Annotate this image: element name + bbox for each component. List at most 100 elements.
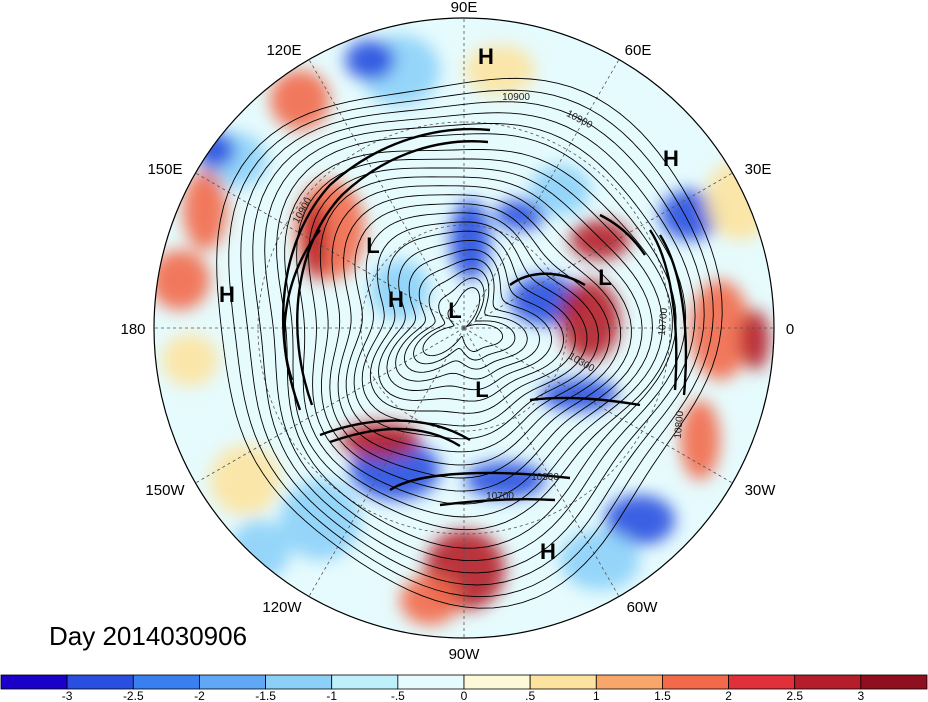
- lon-label-30w: 30W: [745, 482, 777, 499]
- meridian-line: [463, 59, 620, 329]
- anomaly-blob: [605, 495, 675, 545]
- colorbar-swatch: [662, 674, 729, 690]
- contour-label: 10700: [486, 491, 514, 502]
- anomaly-blob: [162, 334, 218, 386]
- low-center-label: L: [475, 377, 488, 402]
- meridian-line: [308, 327, 465, 597]
- lon-label-120w: 120W: [262, 599, 302, 616]
- longitude-labels: 90E 60E 30E 0 30W 60W 90W 120W 150W 180 …: [120, 0, 794, 663]
- colorbar-swatch: [860, 674, 928, 690]
- colorbar-swatch: [728, 674, 796, 690]
- graticule: [154, 18, 774, 638]
- colorbar: -3 -2.5 -2 -1.5 -1 -.5 0 .5 1 1.5 2 2.5 3: [0, 674, 928, 702]
- low-center-label: L: [366, 233, 379, 258]
- height-contour: [422, 287, 504, 357]
- map-boundary: [153, 17, 775, 639]
- meridian-line: [308, 59, 465, 329]
- lon-label-150w: 150W: [145, 482, 185, 499]
- meridian-line: [195, 172, 465, 329]
- colorbar-swatch: [463, 674, 531, 690]
- height-contour: [216, 77, 723, 609]
- colorbar-tick-label: 3: [858, 689, 865, 702]
- height-contour: [319, 176, 643, 492]
- anomaly-blob: [195, 132, 235, 168]
- anomaly-blob: [530, 165, 590, 215]
- colorbar-tick-label: 2.5: [786, 689, 803, 702]
- anomaly-blob: [680, 400, 720, 480]
- colorbar-swatch: [0, 674, 68, 690]
- colorbar-tick-label: -3: [62, 689, 73, 702]
- height-contour: [240, 101, 705, 586]
- anomaly-blob: [154, 250, 210, 310]
- anomaly-blob: [280, 480, 360, 560]
- anomaly-blob: [560, 530, 640, 590]
- colorbar-tick-label: .5: [525, 689, 535, 702]
- height-contour: [329, 185, 632, 479]
- colorbar-swatch: [265, 674, 333, 690]
- anomaly-blob: [660, 190, 720, 240]
- anomaly-blob: [270, 70, 330, 130]
- colorbar-tick-label: -1.5: [255, 689, 276, 702]
- meridian-line: [463, 172, 733, 329]
- meridian-line: [463, 327, 733, 484]
- colorbar-swatch: [397, 674, 465, 690]
- colorbar-swatch: [199, 674, 266, 690]
- anomaly-blob: [690, 280, 750, 380]
- contour-label: 10300: [531, 472, 559, 483]
- colorbar-tick-label: -2: [194, 689, 205, 702]
- pressure-centers: H H L L H L H L H: [219, 44, 679, 564]
- height-contour: [413, 277, 516, 365]
- colorbar-swatch: [794, 674, 862, 690]
- colorbar-swatch: [132, 674, 200, 690]
- height-contour: [395, 258, 540, 382]
- height-contour: [403, 268, 528, 373]
- anomaly-blob: [740, 310, 770, 370]
- lon-label-180: 180: [120, 321, 145, 338]
- day-title: Day 2014030906: [49, 621, 247, 651]
- anomaly-blob: [465, 45, 535, 95]
- colorbar-tick-label: -2.5: [123, 689, 144, 702]
- meridian-line: [463, 327, 620, 597]
- anomaly-blob: [183, 170, 227, 250]
- height-contour: [252, 112, 696, 574]
- lon-label-150e: 150E: [147, 161, 182, 178]
- lon-label-60e: 60E: [625, 42, 652, 59]
- anomaly-blob: [230, 520, 290, 580]
- anomaly-blob: [570, 220, 630, 260]
- high-center-label: H: [540, 539, 556, 564]
- lon-label-60w: 60W: [627, 599, 659, 616]
- high-center-label: H: [478, 44, 494, 69]
- colorbar-swatch: [529, 674, 597, 690]
- anomaly-blob: [615, 390, 665, 470]
- lon-label-120e: 120E: [266, 42, 301, 59]
- height-contour: [308, 167, 653, 505]
- lon-label-90e: 90E: [451, 0, 478, 16]
- height-contours: [216, 77, 723, 609]
- colorbar-tick-label: 2: [725, 689, 732, 702]
- height-contour: [276, 133, 677, 549]
- colorbar-tick-label: -1: [326, 689, 337, 702]
- high-center-label: H: [219, 282, 235, 307]
- height-contour: [284, 149, 673, 531]
- contour-label: 10900: [502, 92, 530, 103]
- height-contour: [337, 194, 622, 466]
- high-center-label: H: [388, 287, 404, 312]
- height-contour: [296, 158, 663, 518]
- colorbar-swatch: [595, 674, 663, 690]
- colorbar-swatch: [331, 674, 399, 690]
- height-contour: [369, 230, 576, 414]
- height-contour: [228, 89, 714, 598]
- jet-contours: [281, 127, 688, 507]
- height-contour: [264, 123, 687, 562]
- height-contour: [378, 239, 565, 402]
- colorbar-tick-label: 1: [593, 689, 600, 702]
- high-center-label: H: [663, 146, 679, 171]
- anomaly-blob: [210, 445, 280, 515]
- lon-label-0: 0: [786, 321, 794, 338]
- colorbar-tick-label: 0: [461, 689, 468, 702]
- height-contour: [361, 221, 588, 427]
- anomaly-blob: [370, 260, 430, 320]
- anomaly-blob: [345, 40, 395, 80]
- meridian-line: [195, 327, 465, 484]
